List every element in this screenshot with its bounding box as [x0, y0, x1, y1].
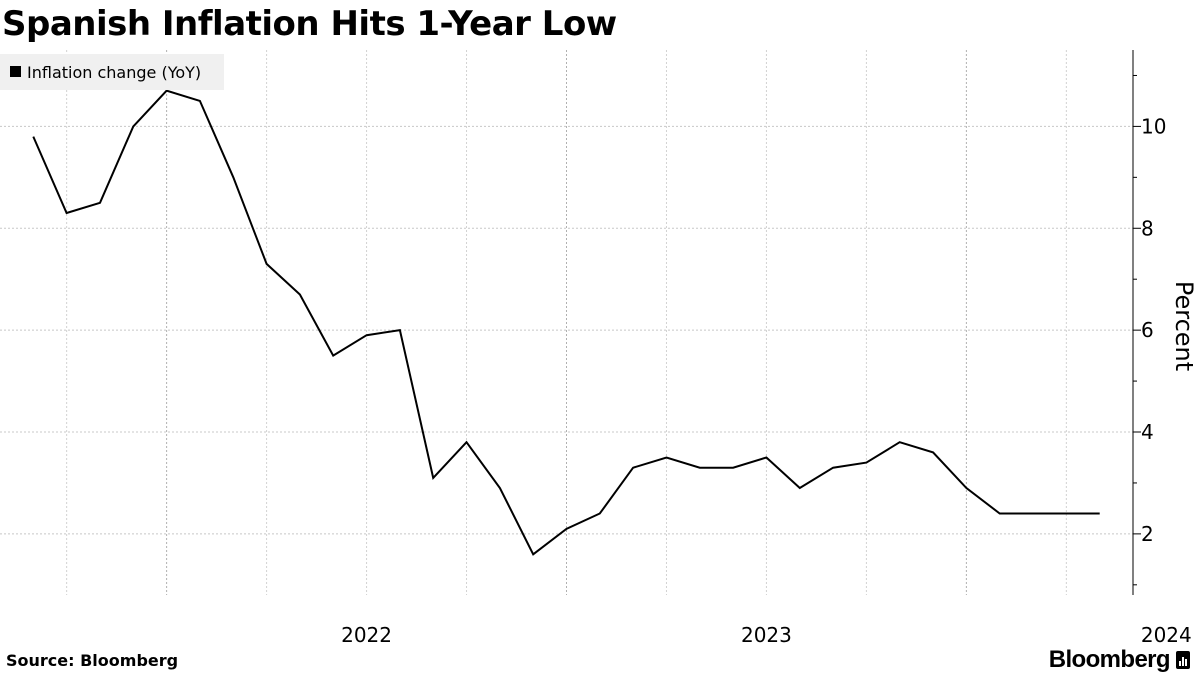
brand-logo: Bloomberg: [1049, 646, 1190, 674]
legend: Inflation change (YoY): [0, 54, 224, 90]
y-tick-labels: 2 4 6 8 10: [1141, 114, 1166, 545]
y-tick-label: 6: [1141, 318, 1154, 342]
y-tick-label: 8: [1141, 216, 1154, 240]
source-note: Source: Bloomberg: [6, 651, 179, 670]
series-layer: [32, 89, 1100, 556]
series-line: [32, 89, 1100, 556]
legend-label: Inflation change (YoY): [27, 63, 201, 82]
x-tick-label: 2024: [1141, 623, 1192, 647]
y-tick-label: 2: [1141, 522, 1154, 546]
legend-background: [0, 54, 224, 90]
y-axis: [1132, 50, 1141, 595]
brand-wordmark: Bloomberg: [1048, 646, 1171, 673]
chart-title: Spanish Inflation Hits 1-Year Low: [2, 4, 617, 44]
y-axis-label: Percent: [1170, 281, 1198, 371]
x-tick-labels: 2022 2023 2024: [341, 623, 1192, 647]
legend-swatch: [10, 66, 21, 77]
y-tick-label: 4: [1141, 420, 1154, 444]
grid-lines: [0, 50, 1133, 595]
bar-chart-icon: [1176, 651, 1190, 669]
x-tick-label: 2022: [341, 623, 392, 647]
y-tick-label: 10: [1141, 114, 1166, 138]
x-tick-label: 2023: [741, 623, 792, 647]
